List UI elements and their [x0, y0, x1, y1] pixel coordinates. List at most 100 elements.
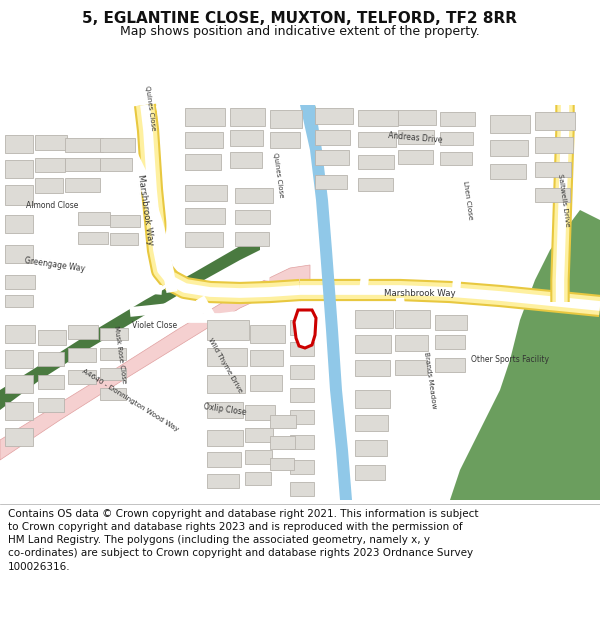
Text: Quines Close: Quines Close — [272, 152, 284, 198]
Polygon shape — [270, 458, 294, 470]
Text: Map shows position and indicative extent of the property.: Map shows position and indicative extent… — [120, 24, 480, 38]
Polygon shape — [5, 245, 33, 263]
Polygon shape — [303, 105, 318, 125]
Polygon shape — [440, 112, 475, 126]
Polygon shape — [5, 160, 33, 178]
Polygon shape — [300, 105, 352, 500]
Text: Saltwells Drive: Saltwells Drive — [557, 173, 571, 227]
Polygon shape — [245, 428, 273, 442]
Text: Greengage Way: Greengage Way — [24, 256, 86, 274]
Polygon shape — [315, 108, 353, 124]
Polygon shape — [5, 135, 33, 153]
Polygon shape — [398, 130, 434, 144]
Text: Marshbrook Way: Marshbrook Way — [136, 174, 154, 246]
Polygon shape — [395, 360, 427, 375]
Polygon shape — [5, 350, 33, 368]
Polygon shape — [250, 375, 282, 391]
Polygon shape — [235, 188, 273, 203]
Polygon shape — [5, 428, 33, 446]
Text: Contains OS data © Crown copyright and database right 2021. This information is : Contains OS data © Crown copyright and d… — [8, 509, 478, 571]
Text: Almond Close: Almond Close — [26, 201, 78, 209]
Text: A4640 - Donnington Wood Way: A4640 - Donnington Wood Way — [81, 368, 179, 432]
Polygon shape — [245, 450, 272, 464]
Polygon shape — [398, 110, 436, 125]
Polygon shape — [100, 388, 126, 400]
Polygon shape — [185, 232, 223, 247]
Polygon shape — [5, 215, 33, 233]
Polygon shape — [0, 238, 260, 410]
Polygon shape — [230, 130, 263, 146]
Polygon shape — [290, 320, 315, 335]
Polygon shape — [358, 132, 396, 147]
Polygon shape — [450, 210, 600, 500]
Polygon shape — [185, 108, 225, 126]
Polygon shape — [100, 328, 128, 340]
Polygon shape — [440, 132, 473, 145]
Polygon shape — [235, 210, 270, 224]
Polygon shape — [490, 140, 528, 156]
Polygon shape — [535, 137, 573, 153]
Polygon shape — [207, 402, 243, 418]
Text: Violet Close: Violet Close — [133, 321, 178, 329]
Polygon shape — [355, 310, 393, 328]
Polygon shape — [207, 430, 243, 446]
Polygon shape — [398, 150, 433, 164]
Polygon shape — [270, 132, 300, 148]
Polygon shape — [78, 232, 108, 244]
Polygon shape — [5, 375, 33, 393]
Polygon shape — [290, 460, 314, 474]
Text: Brands Meadow: Brands Meadow — [423, 351, 437, 409]
Text: 5, EGLANTINE CLOSE, MUXTON, TELFORD, TF2 8RR: 5, EGLANTINE CLOSE, MUXTON, TELFORD, TF2… — [83, 11, 517, 26]
Text: Quines Close: Quines Close — [144, 85, 156, 131]
Polygon shape — [435, 335, 465, 349]
Polygon shape — [110, 215, 140, 227]
Polygon shape — [38, 398, 64, 412]
Polygon shape — [5, 295, 33, 307]
Polygon shape — [290, 388, 314, 402]
Polygon shape — [5, 325, 35, 343]
Polygon shape — [315, 130, 350, 145]
Text: Marshbrook Way: Marshbrook Way — [384, 289, 456, 298]
Polygon shape — [250, 350, 283, 366]
Polygon shape — [5, 275, 35, 289]
Polygon shape — [65, 178, 100, 192]
Polygon shape — [38, 375, 64, 389]
Polygon shape — [290, 365, 314, 379]
Polygon shape — [207, 452, 241, 467]
Text: Lhen Close: Lhen Close — [462, 180, 474, 220]
Polygon shape — [245, 405, 275, 420]
Polygon shape — [230, 152, 262, 168]
Polygon shape — [290, 410, 314, 424]
Polygon shape — [65, 138, 103, 152]
Text: Oxlip Close: Oxlip Close — [203, 402, 247, 418]
Polygon shape — [35, 135, 67, 150]
Polygon shape — [250, 325, 285, 343]
Polygon shape — [355, 415, 388, 431]
Polygon shape — [395, 310, 430, 328]
Polygon shape — [35, 158, 65, 172]
Polygon shape — [100, 158, 132, 171]
Polygon shape — [185, 154, 221, 170]
Polygon shape — [100, 348, 126, 360]
Polygon shape — [315, 175, 347, 189]
Text: Wild Thyme Drive: Wild Thyme Drive — [207, 337, 243, 393]
Polygon shape — [78, 212, 110, 225]
Polygon shape — [358, 110, 398, 126]
Polygon shape — [38, 352, 64, 366]
Polygon shape — [294, 310, 316, 348]
Polygon shape — [235, 232, 269, 246]
Polygon shape — [270, 436, 295, 449]
Polygon shape — [207, 474, 239, 488]
Polygon shape — [185, 208, 225, 224]
Polygon shape — [535, 162, 571, 177]
Polygon shape — [207, 375, 245, 393]
Text: Andreas Drive: Andreas Drive — [388, 131, 442, 145]
Polygon shape — [230, 108, 265, 126]
Polygon shape — [290, 342, 314, 356]
Polygon shape — [68, 348, 96, 362]
Polygon shape — [0, 265, 310, 460]
Polygon shape — [355, 465, 385, 480]
Polygon shape — [5, 185, 33, 205]
Polygon shape — [315, 150, 349, 165]
Polygon shape — [38, 330, 66, 345]
